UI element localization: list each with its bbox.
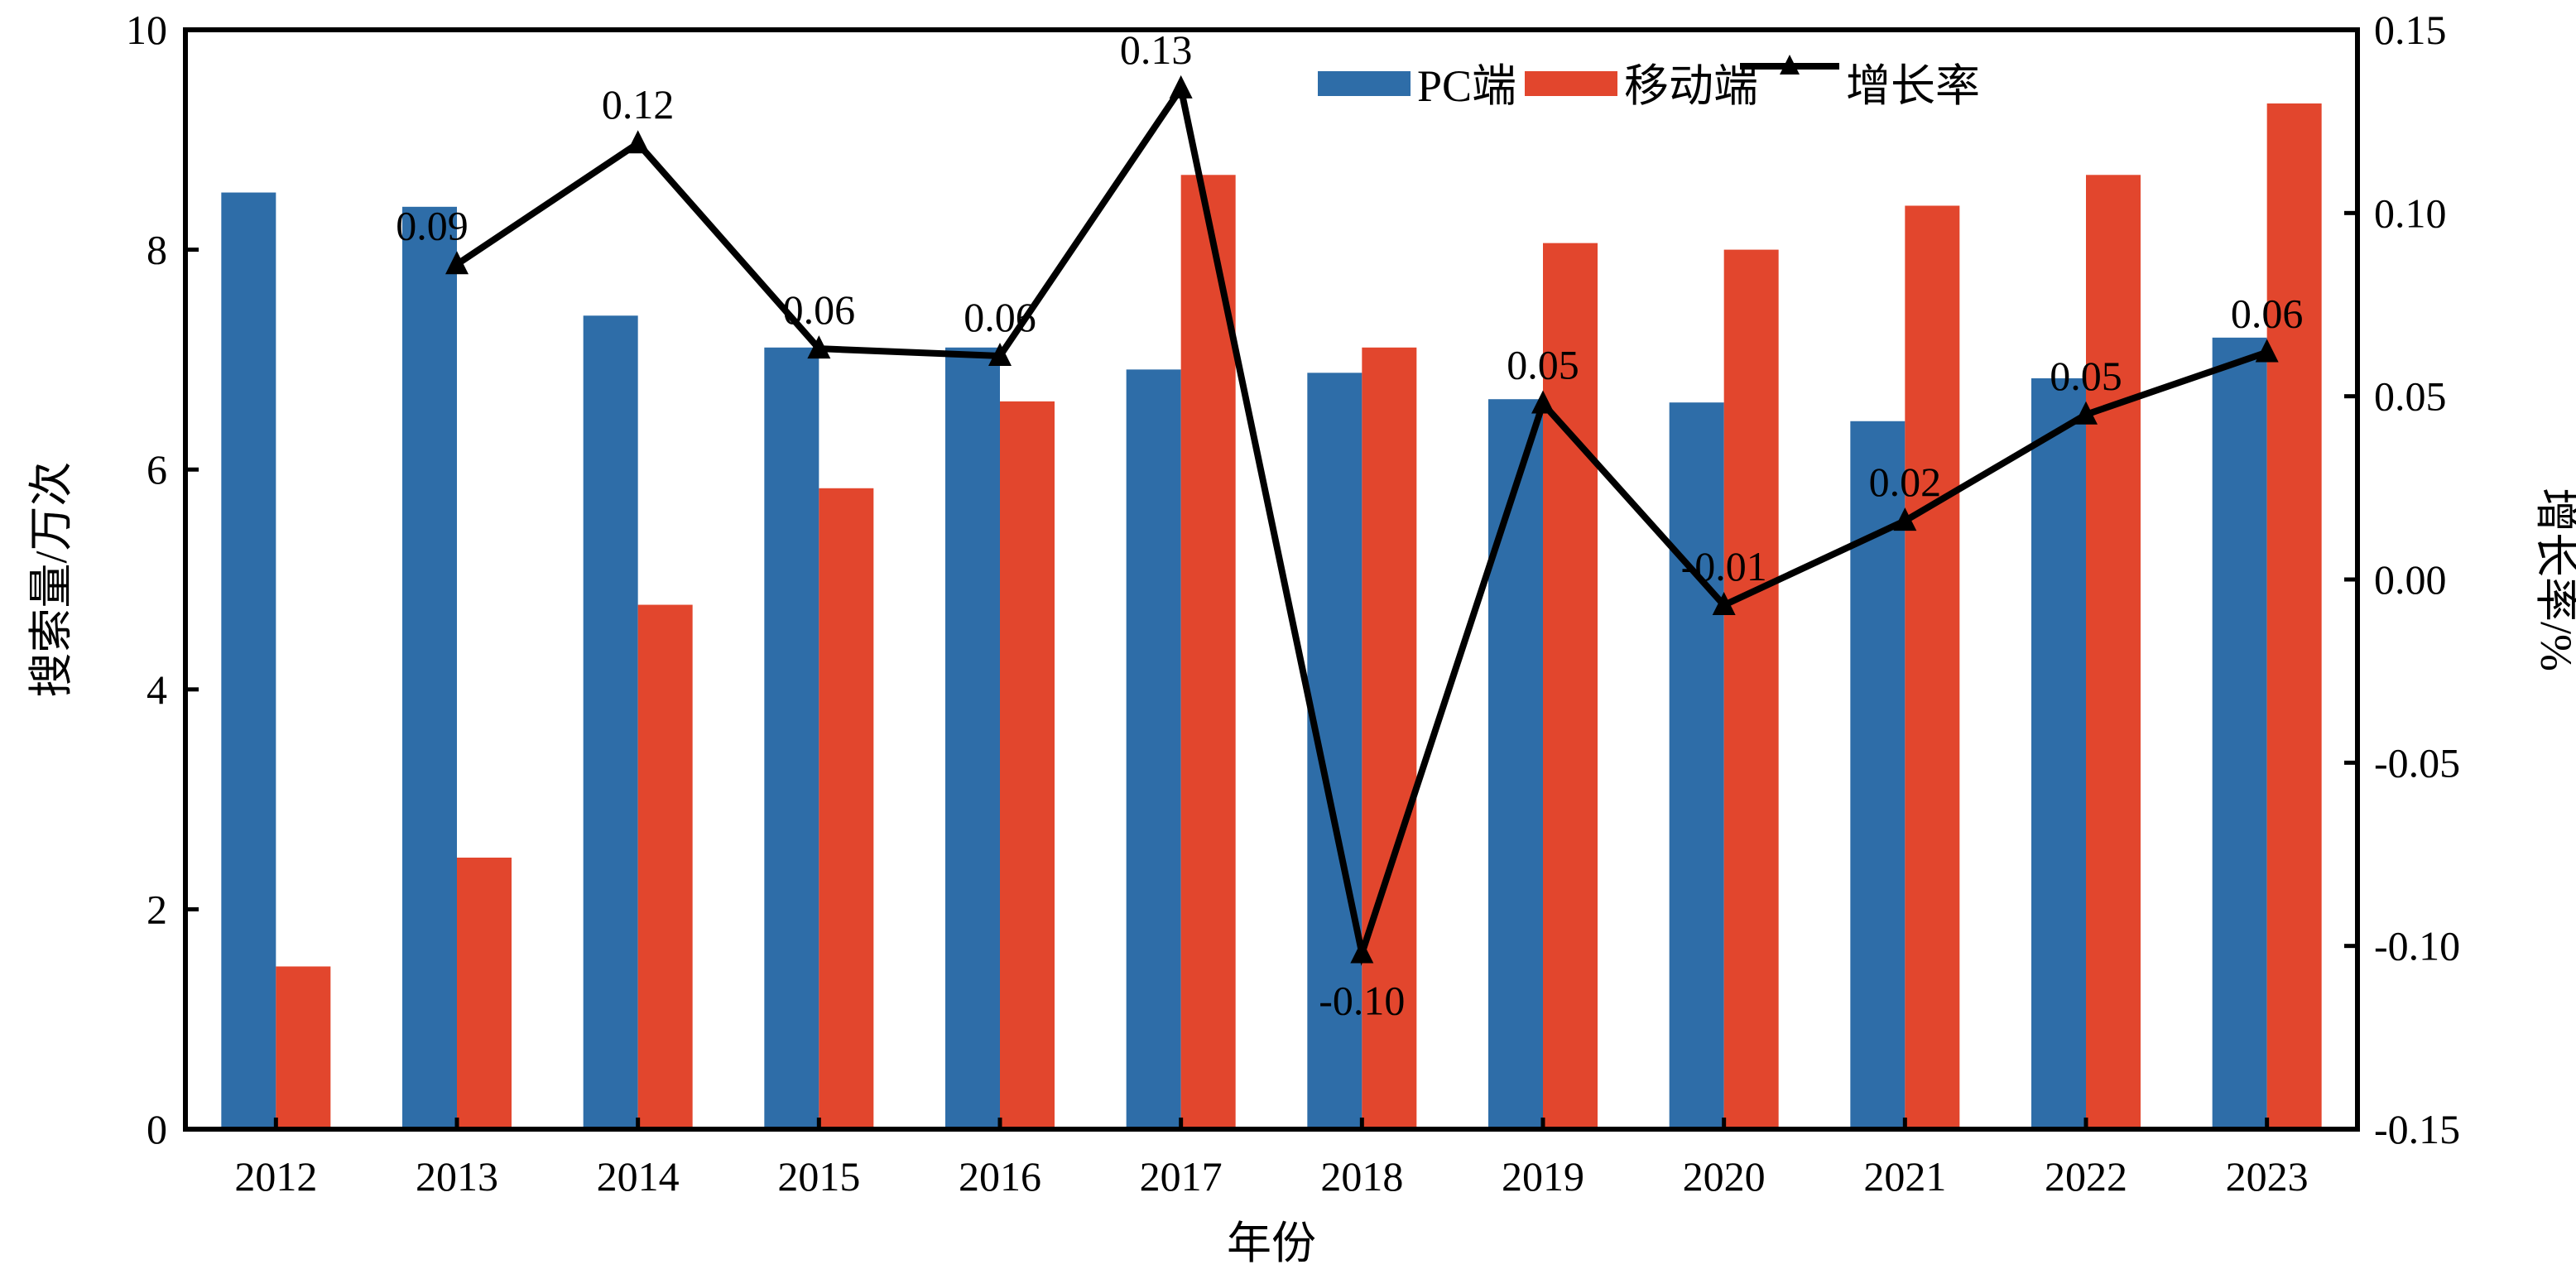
growth-data-label: 0.12 (602, 81, 675, 127)
growth-data-label: 0.06 (964, 294, 1036, 340)
growth-marker (1531, 390, 1555, 414)
growth-line-layer: 0.09 0.12 0.06 0.06 0.13 -0.10 0.05 -0.01 0.02 0.… (396, 26, 2303, 1024)
growth-marker (1169, 75, 1193, 99)
y2-tick-label: -0.10 (2374, 923, 2460, 969)
bar-mobile (1723, 249, 1779, 1130)
bar-pc (1488, 399, 1543, 1129)
growth-data-label: 0.05 (1507, 342, 1579, 388)
growth-data-label: 0.09 (396, 202, 469, 248)
bar-mobile (637, 604, 693, 1129)
y2-tick-label: 0.05 (2374, 373, 2447, 420)
y2-tick-label: 0.15 (2374, 7, 2447, 53)
growth-marker (807, 335, 831, 359)
bar-pc (2031, 377, 2086, 1129)
x-tick-label: 2020 (1683, 1153, 1766, 1200)
y-tick-label: 8 (147, 227, 167, 273)
growth-data-label: 0.02 (1869, 459, 1942, 505)
y2-tick-label: -0.15 (2374, 1106, 2460, 1152)
bar-pc (1669, 402, 1724, 1129)
x-tick-label: 2023 (2226, 1153, 2309, 1200)
y2-axis-label: 增长率/% (2531, 488, 2576, 671)
y2-tick-label: 0.00 (2374, 556, 2447, 603)
growth-marker (1712, 591, 1736, 615)
legend-swatch-pc (1318, 71, 1411, 96)
axes-layer: 2012 2013 2014 2015 2016 2017 2018 2019 2020 2021… (126, 7, 2460, 1200)
growth-marker (1350, 940, 1374, 964)
growth-data-label: -0.01 (1681, 543, 1767, 589)
bar-pc (221, 192, 276, 1130)
y2-tick-label: 0.10 (2374, 190, 2447, 236)
x-tick-label: 2014 (597, 1153, 680, 1200)
y-tick-label: 2 (147, 886, 167, 932)
growth-marker (626, 130, 650, 154)
x-tick-label: 2012 (234, 1153, 317, 1200)
y-axis-label: 搜索量/万次 (26, 461, 76, 697)
bars-layer (221, 103, 2322, 1130)
bar-mobile (2266, 103, 2322, 1130)
bar-mobile (1362, 347, 1417, 1129)
growth-data-label: 0.06 (783, 286, 856, 333)
legend-label-pc: PC端 (1417, 61, 1516, 111)
bar-mobile (276, 966, 331, 1129)
x-tick-label: 2016 (959, 1153, 1041, 1200)
legend: PC端 移动端 增长率 (1318, 55, 1980, 111)
growth-marker (445, 251, 469, 275)
y-tick-label: 4 (147, 666, 167, 713)
growth-data-label: 0.06 (2231, 291, 2304, 337)
y-tick-label: 10 (126, 7, 167, 53)
x-tick-label: 2021 (1863, 1153, 1946, 1200)
bar-mobile (1905, 205, 1960, 1130)
x-tick-label: 2017 (1140, 1153, 1223, 1200)
growth-data-label: -0.10 (1319, 978, 1405, 1024)
bar-mobile (2086, 175, 2141, 1129)
growth-data-label: 0.05 (2050, 353, 2122, 399)
x-axis-label: 年份 (1227, 1219, 1316, 1268)
growth-marker (2074, 401, 2098, 425)
x-tick-label: 2013 (416, 1153, 498, 1200)
bar-pc (1126, 369, 1181, 1129)
x-tick-label: 2019 (1502, 1153, 1584, 1200)
growth-marker (988, 342, 1012, 366)
x-tick-label: 2018 (1320, 1153, 1403, 1200)
bar-pc (764, 347, 819, 1129)
x-tick-label: 2015 (777, 1153, 860, 1200)
legend-label-growth: 增长率 (1846, 61, 1980, 111)
bar-mobile (819, 488, 874, 1129)
bar-mobile (457, 857, 512, 1129)
bar-mobile (1000, 401, 1055, 1129)
growth-marker (2255, 339, 2279, 363)
bar-pc (402, 206, 457, 1130)
y-tick-label: 0 (147, 1106, 167, 1152)
growth-marker (1893, 507, 1917, 531)
growth-data-label: 0.13 (1120, 26, 1193, 73)
bar-mobile (1180, 175, 1236, 1129)
x-tick-label: 2022 (2045, 1153, 2127, 1200)
legend-swatch-mobile (1525, 71, 1617, 96)
legend-label-mobile: 移动端 (1624, 61, 1758, 111)
legend-triangle-marker (1780, 55, 1800, 75)
bar-pc (945, 347, 1000, 1129)
bar-pc (583, 315, 638, 1129)
y2-tick-label: -0.05 (2374, 739, 2460, 786)
bar-mobile (1543, 243, 1598, 1130)
y-tick-label: 6 (147, 446, 167, 493)
bar-pc (2212, 337, 2267, 1130)
